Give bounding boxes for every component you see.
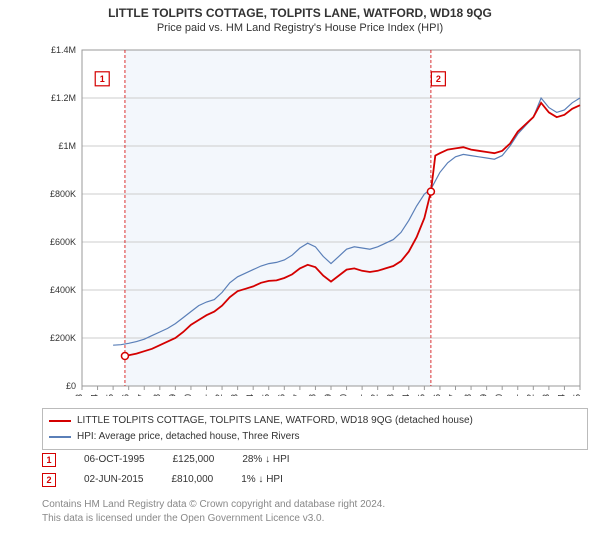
- price-chart: £0 £200K £400K £600K £800K £1M £1.2M £1.4M 1993 1…: [42, 44, 588, 396]
- svg-text:£1M: £1M: [58, 141, 76, 151]
- svg-text:£200K: £200K: [50, 333, 76, 343]
- svg-text:2011: 2011: [354, 394, 364, 396]
- svg-text:2004: 2004: [245, 394, 255, 396]
- svg-text:£1.2M: £1.2M: [51, 93, 76, 103]
- svg-text:2024: 2024: [556, 394, 566, 396]
- svg-text:1999: 1999: [167, 394, 177, 396]
- chart-legend: LITTLE TOLPITS COTTAGE, TOLPITS LANE, WA…: [42, 408, 588, 450]
- svg-text:2013: 2013: [385, 394, 395, 396]
- svg-text:2009: 2009: [323, 394, 333, 396]
- svg-text:1: 1: [100, 74, 105, 84]
- svg-text:2006: 2006: [276, 394, 286, 396]
- svg-text:2019: 2019: [479, 394, 489, 396]
- svg-text:2007: 2007: [292, 394, 302, 396]
- svg-text:2020: 2020: [494, 394, 504, 396]
- legend-item-property: LITTLE TOLPITS COTTAGE, TOLPITS LANE, WA…: [49, 413, 581, 429]
- legend-swatch-property: [49, 420, 71, 422]
- footer-line2: This data is licensed under the Open Gov…: [42, 512, 588, 526]
- svg-text:2014: 2014: [401, 394, 411, 396]
- svg-text:1998: 1998: [152, 394, 162, 396]
- svg-text:2: 2: [436, 74, 441, 84]
- svg-text:2015: 2015: [416, 394, 426, 396]
- chart-subtitle: Price paid vs. HM Land Registry's House …: [0, 20, 600, 36]
- svg-text:2017: 2017: [448, 394, 458, 396]
- sale-row: 2 02-JUN-2015 £810,000 1% ↓ HPI: [42, 470, 588, 490]
- svg-text:1996: 1996: [121, 394, 131, 396]
- svg-text:1995: 1995: [105, 394, 115, 396]
- svg-text:£0: £0: [66, 381, 76, 391]
- svg-text:£800K: £800K: [50, 189, 76, 199]
- footer-attribution: Contains HM Land Registry data © Crown c…: [42, 498, 588, 526]
- svg-text:2002: 2002: [214, 394, 224, 396]
- svg-text:1997: 1997: [136, 394, 146, 396]
- svg-text:2001: 2001: [199, 394, 209, 396]
- sale-price: £810,000: [171, 470, 213, 490]
- sale-date: 02-JUN-2015: [84, 470, 143, 490]
- svg-text:£400K: £400K: [50, 285, 76, 295]
- legend-item-hpi: HPI: Average price, detached house, Thre…: [49, 429, 581, 445]
- sale-badge: 1: [42, 453, 56, 467]
- svg-text:2000: 2000: [183, 394, 193, 396]
- sale-row: 1 06-OCT-1995 £125,000 28% ↓ HPI: [42, 450, 588, 470]
- sale-price: £125,000: [173, 450, 215, 470]
- svg-text:2010: 2010: [339, 394, 349, 396]
- legend-swatch-hpi: [49, 436, 71, 438]
- svg-text:2012: 2012: [370, 394, 380, 396]
- svg-text:£1.4M: £1.4M: [51, 45, 76, 55]
- sale-date: 06-OCT-1995: [84, 450, 145, 470]
- svg-text:2018: 2018: [463, 394, 473, 396]
- svg-text:2025: 2025: [572, 394, 582, 396]
- sales-list: 1 06-OCT-1995 £125,000 28% ↓ HPI 2 02-JU…: [42, 450, 588, 490]
- sale-delta: 28% ↓ HPI: [242, 450, 289, 470]
- svg-text:2021: 2021: [510, 394, 520, 396]
- svg-text:2008: 2008: [307, 394, 317, 396]
- sale-badge: 2: [42, 473, 56, 487]
- footer-line1: Contains HM Land Registry data © Crown c…: [42, 498, 588, 512]
- svg-text:2016: 2016: [432, 394, 442, 396]
- svg-text:£600K: £600K: [50, 237, 76, 247]
- svg-text:1994: 1994: [90, 394, 100, 396]
- sale-delta: 1% ↓ HPI: [241, 470, 283, 490]
- legend-label-property: LITTLE TOLPITS COTTAGE, TOLPITS LANE, WA…: [77, 413, 473, 429]
- svg-text:2005: 2005: [261, 394, 271, 396]
- legend-label-hpi: HPI: Average price, detached house, Thre…: [77, 429, 300, 445]
- svg-text:1993: 1993: [74, 394, 84, 396]
- chart-title: LITTLE TOLPITS COTTAGE, TOLPITS LANE, WA…: [0, 0, 600, 20]
- svg-text:2023: 2023: [541, 394, 551, 396]
- svg-text:2022: 2022: [525, 394, 535, 396]
- svg-text:2003: 2003: [230, 394, 240, 396]
